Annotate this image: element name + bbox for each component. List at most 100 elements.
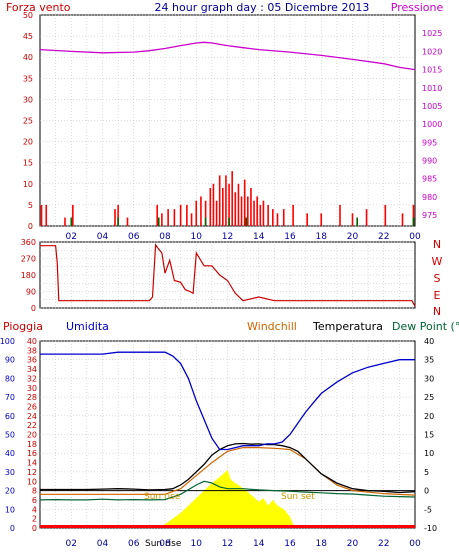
- wind-bar: [351, 213, 354, 226]
- direction-y-tick-360: 360: [21, 238, 36, 247]
- dewpoint-line: [39, 480, 416, 501]
- gust-tick: [70, 217, 73, 226]
- pressure-y-tick-990: 990: [422, 157, 437, 166]
- wind-bar: [186, 204, 188, 226]
- rain-y-tick-28: 28: [27, 393, 37, 402]
- sunset-marker: Sun set: [281, 492, 315, 502]
- p3-x-tick-18: 18: [316, 539, 328, 549]
- temperature-y-tick-35: 35: [424, 356, 434, 365]
- humidity-y-tick-40: 40: [5, 449, 15, 458]
- rain-y-tick-10: 10: [27, 477, 37, 486]
- humidity-y-tick-100: 100: [0, 337, 15, 346]
- compass-label-N: N: [433, 305, 441, 318]
- wind-bar: [212, 183, 215, 226]
- wind-bar: [179, 204, 182, 226]
- wind-y-tick-5: 5: [28, 201, 33, 210]
- wind-bar: [256, 196, 258, 226]
- wind-y-tick-30: 30: [23, 95, 33, 104]
- wind-bar: [228, 183, 230, 226]
- rain-y-tick-26: 26: [27, 402, 37, 411]
- rain-y-tick-16: 16: [27, 449, 37, 458]
- rain-y-tick-40: 40: [27, 337, 37, 346]
- wind-bar: [173, 209, 176, 226]
- wind-bar: [250, 188, 252, 226]
- p1-x-tick-00: 00: [409, 232, 421, 242]
- p3-x-tick-00: 00: [409, 539, 421, 549]
- gust-tick: [228, 217, 230, 226]
- wind-bar: [267, 204, 269, 226]
- dewpoint-legend: Dew Point (°C: [392, 320, 459, 333]
- p3-x-tick-06: 06: [128, 539, 140, 549]
- temperature-y-tick-labels: -10 -5 0 5 10 15 20 25 30 35 40: [424, 337, 437, 533]
- compass-label-E: E: [434, 289, 441, 302]
- p3-x-tick-04: 04: [97, 539, 109, 549]
- wind-y-tick-40: 40: [23, 53, 33, 62]
- rain-y-tick-0: 0: [32, 524, 37, 533]
- gust-tick: [412, 217, 415, 226]
- wind-bar: [114, 209, 116, 226]
- compass-label-W: W: [432, 255, 443, 268]
- wind-axis-title: Forza vento: [6, 1, 71, 14]
- wind-bar: [204, 200, 207, 226]
- wind-bar: [412, 204, 415, 226]
- chart-title: 24 hour graph day : 05 Dicembre 2013: [155, 1, 370, 14]
- wind-bar: [272, 209, 274, 226]
- wind-y-tick-50: 50: [23, 11, 33, 20]
- temperature-y-tick-5: 5: [424, 468, 429, 477]
- p1-x-tick-12: 12: [222, 232, 233, 242]
- temperature-y-tick-30: 30: [424, 374, 434, 383]
- pressure-y-tick-1020: 1020: [422, 47, 442, 56]
- p3-x-tick-08: 08: [159, 539, 171, 549]
- pressure-line: [39, 41, 416, 71]
- wind-bar: [247, 196, 249, 226]
- p3-x-tick-02: 02: [66, 539, 77, 549]
- rain-y-tick-24: 24: [27, 412, 37, 421]
- p1-x-tick-08: 08: [159, 232, 171, 242]
- wind-bar: [365, 209, 368, 226]
- wind-bar: [276, 213, 279, 226]
- wind-bar: [237, 183, 240, 226]
- solar-area: [157, 470, 298, 528]
- temperature-y-tick--5: -5: [424, 505, 432, 514]
- gust-tick: [204, 217, 207, 226]
- p3-x-tick-22: 22: [378, 539, 389, 549]
- pressure-y-tick-1025: 1025: [422, 29, 442, 38]
- wind-bar: [218, 175, 221, 226]
- pressure-y-tick-1005: 1005: [422, 102, 442, 111]
- humidity-y-tick-90: 90: [5, 356, 15, 365]
- wind-bar: [126, 217, 129, 226]
- p1-x-tick-20: 20: [347, 232, 359, 242]
- wind-bar: [209, 188, 212, 226]
- p3-x-tick-12: 12: [222, 539, 233, 549]
- gust-tick: [117, 217, 119, 226]
- wind-bar: [240, 196, 243, 226]
- wind-y-tick-0: 0: [28, 222, 33, 231]
- wind-bar: [45, 204, 48, 226]
- p3-x-tick-20: 20: [347, 539, 359, 549]
- direction-y-tick-180: 180: [21, 271, 36, 280]
- p1-x-tick-10: 10: [191, 232, 203, 242]
- temperature-line: [40, 442, 416, 494]
- direction-y-tick-270: 270: [21, 255, 36, 264]
- wind-bar: [320, 213, 323, 226]
- wind-direction-line: [40, 243, 416, 307]
- panel-wind-pressure-x-tick-labels: 02 04 06 08 10 12 14 16 18 20 22 00: [66, 232, 421, 242]
- wind-bar: [231, 171, 233, 226]
- pressure-y-tick-985: 985: [422, 175, 437, 184]
- temperature-y-tick-20: 20: [424, 412, 434, 421]
- wind-bar: [384, 204, 387, 226]
- rain-y-tick-6: 6: [32, 496, 37, 505]
- temperature-y-tick--10: -10: [424, 524, 437, 533]
- temperature-y-tick-25: 25: [424, 393, 434, 402]
- wind-bar: [40, 204, 43, 226]
- wind-bar: [200, 196, 202, 226]
- rain-y-tick-38: 38: [27, 346, 37, 355]
- humidity-y-tick-labels: 0 10 20 30 40 50 60 70 80 90 100: [0, 337, 15, 533]
- temperature-legend: Temperatura: [312, 320, 383, 333]
- pressure-y-tick-980: 980: [422, 193, 437, 202]
- gust-tick: [356, 217, 358, 226]
